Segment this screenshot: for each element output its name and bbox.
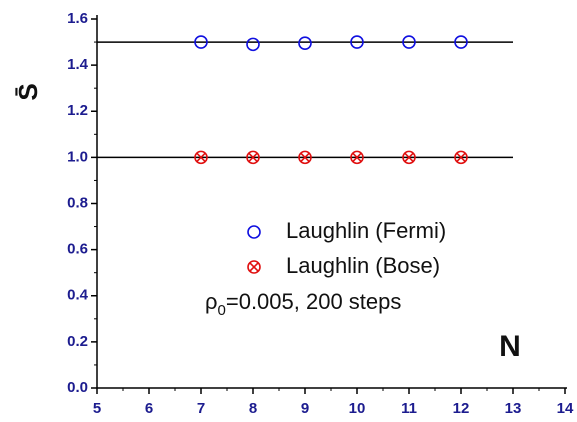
crossed-circle-marker [246, 150, 260, 165]
x-tick-label: 6 [145, 400, 153, 417]
marker-part [248, 152, 258, 163]
x-tick-label: 5 [93, 400, 101, 417]
circle-marker [350, 35, 364, 49]
y-tick-label: 0.4 [67, 287, 89, 304]
marker-part [402, 150, 416, 165]
marker-part [350, 150, 364, 165]
marker-part [456, 152, 466, 163]
y-tick-label: 1.6 [67, 10, 88, 27]
annotation-subscript: 0 [218, 302, 226, 319]
y-axis-label: S̄ [13, 83, 43, 100]
circle-marker [454, 35, 468, 49]
x-axis-label: N [499, 330, 521, 363]
circle-marker [402, 35, 416, 49]
x-tick-label: 12 [453, 400, 470, 417]
y-tick-label: 1.0 [67, 148, 88, 165]
circle-marker [246, 37, 260, 52]
crossed-circle-marker [350, 150, 364, 165]
legend-label: Laughlin (Bose) [286, 253, 440, 278]
annotation: ρ0=0.005, 200 steps [205, 289, 401, 319]
x-tick-label: 11 [401, 400, 417, 417]
annotation-symbol: ρ [205, 289, 218, 314]
marker-part [350, 35, 364, 49]
y-tick-label: 0.2 [67, 333, 88, 350]
marker-part [246, 150, 260, 165]
crossed-circle-marker [402, 150, 416, 165]
marker-part [247, 225, 261, 239]
marker-part [194, 150, 208, 165]
y-tick-label: 1.2 [67, 102, 88, 119]
x-tick-label: 13 [505, 400, 522, 417]
crossed-circle-marker [298, 150, 312, 165]
marker-part [404, 152, 414, 163]
marker-part [249, 262, 259, 272]
marker-part [298, 36, 312, 51]
marker-part [352, 152, 362, 163]
y-tick-label: 1.4 [67, 56, 89, 73]
crossed-circle-marker [247, 260, 261, 274]
y-tick-label: 0.8 [67, 194, 88, 211]
marker-part [454, 35, 468, 49]
crossed-circle-marker [454, 150, 468, 165]
y-tick-label: 0.6 [67, 241, 88, 258]
marker-part [247, 260, 261, 274]
marker-part [298, 150, 312, 165]
marker-part [300, 152, 310, 163]
x-tick-label: 7 [197, 400, 205, 417]
circle-marker [247, 225, 261, 239]
marker-part [196, 152, 206, 163]
x-tick-label: 9 [301, 400, 309, 417]
y-tick-label: 0.0 [67, 379, 88, 396]
x-tick-label: 14 [557, 400, 574, 417]
x-tick-label: 8 [249, 400, 257, 417]
marker-part [194, 35, 208, 49]
circle-marker [298, 36, 312, 51]
marker-part [402, 35, 416, 49]
x-tick-label: 10 [349, 400, 366, 417]
marker-part [454, 150, 468, 165]
circle-marker [194, 35, 208, 49]
legend-label: Laughlin (Fermi) [286, 218, 446, 243]
annotation-text: =0.005, 200 steps [226, 289, 402, 314]
crossed-circle-marker [194, 150, 208, 165]
marker-part [246, 37, 260, 52]
